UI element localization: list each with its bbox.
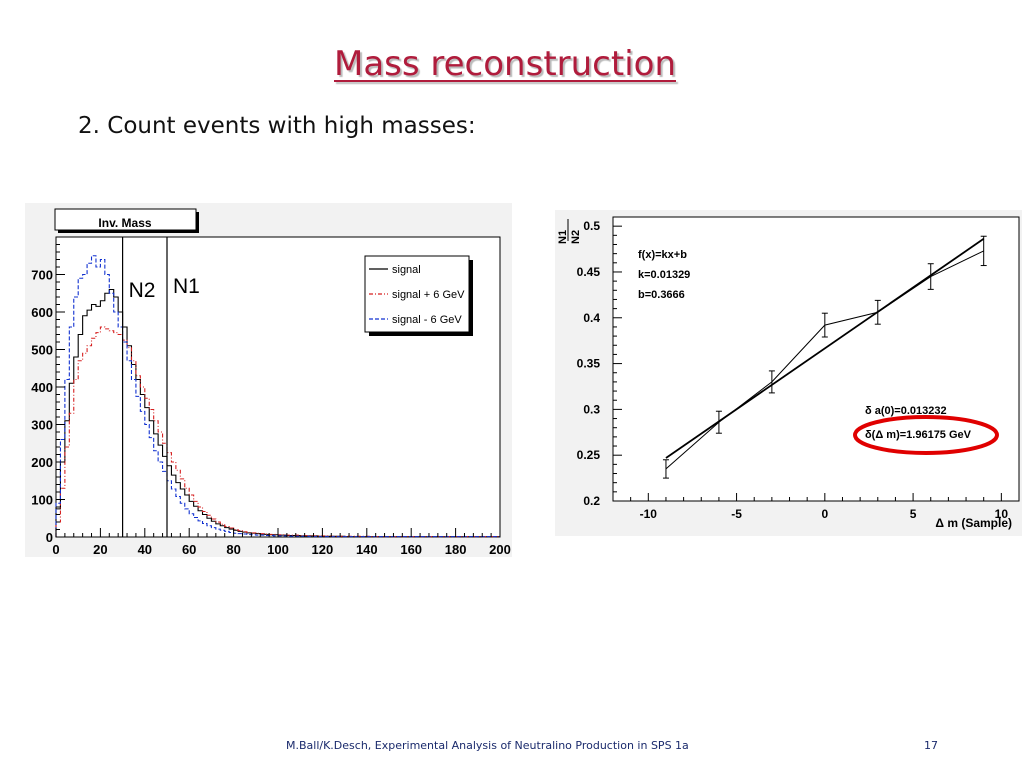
fit-parameter-text: k=0.01329 <box>638 269 690 281</box>
x-tick-label: 140 <box>356 542 378 557</box>
legend-label: signal <box>392 264 421 276</box>
y-tick-label: 500 <box>31 343 53 358</box>
x-axis-label: Δ m (Sample) <box>935 516 1012 530</box>
x-tick-label: 200 <box>489 542 511 557</box>
fit-parameter-text: b=0.3666 <box>638 289 685 301</box>
y-tick-label: 0.45 <box>577 265 601 279</box>
slide-title: Mass reconstruction <box>334 44 676 84</box>
x-tick-label: 10 <box>995 507 1009 521</box>
y-tick-label: 600 <box>31 305 53 320</box>
x-tick-label: 20 <box>93 542 107 557</box>
fit-uncertainty-text: δ(Δ m)=1.96175 GeV <box>865 429 972 441</box>
x-tick-label: 160 <box>400 542 422 557</box>
cut-label-n1: N1 <box>173 275 200 298</box>
series-line-2 <box>55 255 500 538</box>
y-axis-label-bottom: N2 <box>570 230 582 244</box>
x-tick-label: 80 <box>226 542 240 557</box>
footer-credit: M.Ball/K.Desch, Experimental Analysis of… <box>286 739 689 752</box>
page-number: 17 <box>924 739 938 752</box>
y-tick-label: 200 <box>31 455 53 470</box>
x-tick-label: 180 <box>445 542 467 557</box>
bullet-text: 2. Count events with high masses: <box>78 113 476 139</box>
y-tick-label: 0.35 <box>577 357 601 371</box>
x-tick-label: 60 <box>182 542 196 557</box>
y-tick-label: 300 <box>31 418 53 433</box>
x-tick-label: 120 <box>312 542 334 557</box>
y-axis-label-top: N1 <box>557 230 569 244</box>
highlight-ellipse <box>853 415 999 455</box>
fit-parameter-text: f(x)=kx+b <box>638 249 687 261</box>
y-tick-label: 100 <box>31 493 53 508</box>
legend-label: signal + 6 GeV <box>392 289 465 301</box>
fit-svg: -10 -5 0 5 10 0.2 0.25 0.3 0.35 0.4 0.45 0.5 Δ m (Sa… <box>557 216 1020 530</box>
y-tick-label: 0.5 <box>583 219 600 233</box>
y-tick-label: 0.2 <box>583 494 600 508</box>
title-box <box>54 208 197 231</box>
ratio-fit-chart: -10 -5 0 5 10 0.2 0.25 0.3 0.35 0.4 0.45 0.5 Δ m (Sa… <box>555 210 1022 536</box>
histogram-svg: Inv. Mass 0 20 40 60 80 100 120 140 160 180 200 0 10… <box>31 208 511 557</box>
x-tick-label: 40 <box>138 542 152 557</box>
x-tick-label: 0 <box>821 507 828 521</box>
fit-uncertainty-text: δ a(0)=0.013232 <box>865 405 947 417</box>
y-tick-label: 0.25 <box>577 448 601 462</box>
y-tick-label: 700 <box>31 268 53 283</box>
x-tick-label: 5 <box>910 507 917 521</box>
x-tick-label: 0 <box>52 542 59 557</box>
inv-mass-histogram: Inv. Mass 0 20 40 60 80 100 120 140 160 180 200 0 10… <box>25 203 512 557</box>
x-tick-label: -5 <box>731 507 742 521</box>
y-tick-label: 0 <box>46 530 53 545</box>
legend-label: signal - 6 GeV <box>392 314 462 326</box>
x-tick-label: -10 <box>640 507 658 521</box>
y-tick-label: 0.3 <box>583 402 600 416</box>
x-tick-label: 100 <box>267 542 289 557</box>
y-tick-label: 400 <box>31 380 53 395</box>
cut-label-n2: N2 <box>129 279 156 302</box>
histogram-title: Inv. Mass <box>98 216 151 230</box>
y-tick-label: 0.4 <box>583 311 600 325</box>
